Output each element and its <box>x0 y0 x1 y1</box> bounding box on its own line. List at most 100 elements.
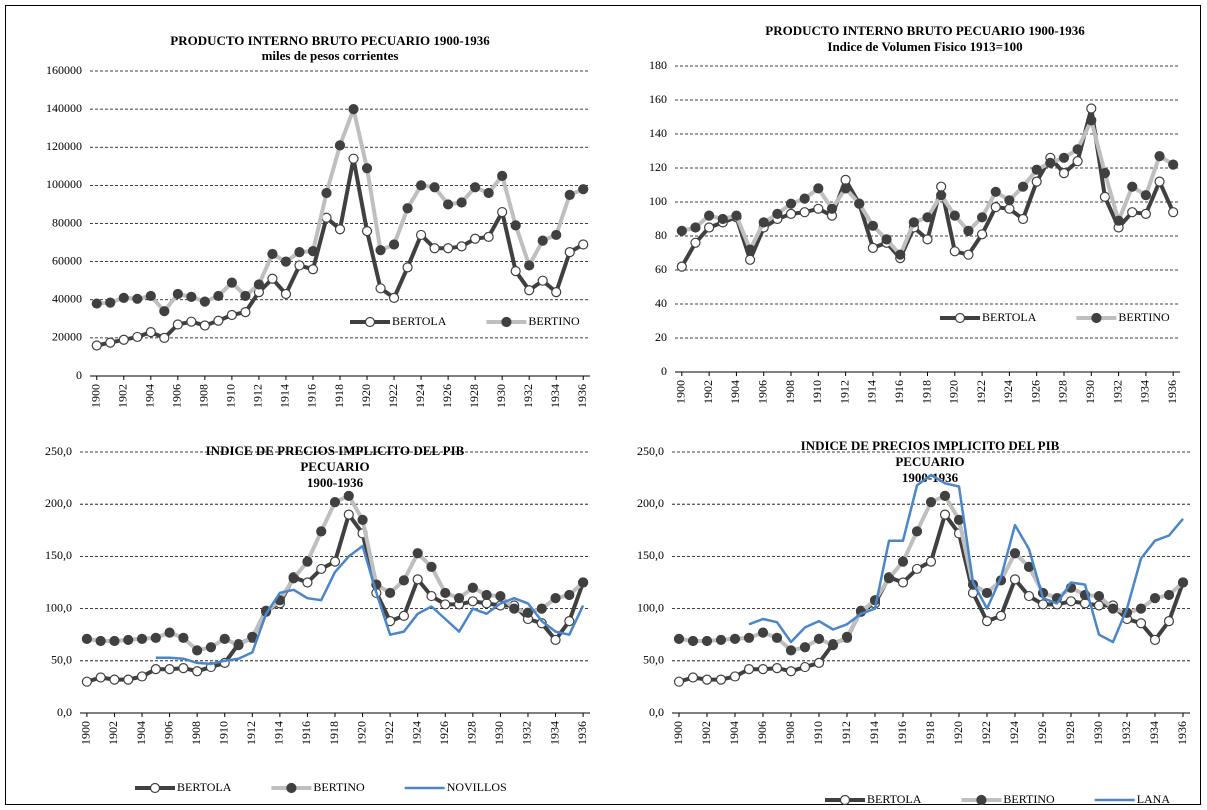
x-tick-label: 1908 <box>783 721 797 745</box>
point-marker <box>1004 195 1015 206</box>
point-marker <box>1058 168 1070 179</box>
y-tick-label: 120 <box>649 160 667 174</box>
x-tick-label: 1930 <box>1091 721 1105 745</box>
point-marker <box>253 279 265 290</box>
point-marker <box>1163 616 1175 627</box>
point-marker <box>550 634 561 646</box>
point-marker <box>1177 577 1189 588</box>
point-marker <box>995 610 1007 622</box>
point-marker <box>1140 208 1151 219</box>
x-tick-label: 1914 <box>278 384 292 408</box>
point-marker <box>1113 215 1124 226</box>
point-marker <box>470 182 481 193</box>
point-marker <box>497 170 508 181</box>
legend-label: BERTOLA <box>982 310 1037 324</box>
point-marker <box>908 217 919 228</box>
x-tick-label: 1920 <box>951 721 965 745</box>
x-tick-label: 1934 <box>547 721 561 745</box>
x-tick-label: 1904 <box>143 384 157 408</box>
y-tick-label: 20 <box>655 330 667 344</box>
x-tick-label: 1922 <box>974 380 988 404</box>
y-tick-label: 0,0 <box>57 705 72 719</box>
point-marker <box>771 663 783 674</box>
point-marker <box>267 248 278 260</box>
point-marker <box>178 663 189 674</box>
point-marker <box>467 596 478 607</box>
point-marker <box>1099 168 1111 179</box>
point-marker <box>1031 164 1042 175</box>
point-marker <box>199 296 210 307</box>
point-marker <box>321 187 332 199</box>
point-marker <box>922 234 933 245</box>
x-tick-label: 1914 <box>867 721 881 745</box>
point-marker <box>551 229 562 241</box>
point-marker <box>676 261 687 272</box>
point-marker <box>827 640 839 651</box>
point-marker <box>785 645 797 656</box>
point-marker <box>226 277 237 288</box>
point-marker <box>701 674 713 685</box>
y-tick-label: 0 <box>661 364 667 378</box>
x-tick-label: 1922 <box>979 721 993 745</box>
x-tick-label: 1934 <box>1138 380 1152 404</box>
x-tick-label: 1932 <box>1119 721 1133 745</box>
y-tick-label: 100 <box>649 194 667 208</box>
x-tick-label: 1924 <box>413 384 427 408</box>
point-marker <box>136 671 148 682</box>
point-marker <box>785 666 797 677</box>
chart-title: PECUARIO <box>300 459 369 474</box>
point-marker <box>976 229 988 240</box>
point-marker <box>673 633 685 644</box>
point-marker <box>178 632 189 643</box>
legend-marker <box>364 316 376 328</box>
point-marker <box>334 140 346 151</box>
point-marker <box>172 288 183 300</box>
point-marker <box>307 264 319 275</box>
point-marker <box>715 674 727 685</box>
x-tick-label: 1930 <box>494 384 508 408</box>
point-marker <box>240 307 251 318</box>
point-marker <box>398 575 410 586</box>
point-marker <box>1072 144 1083 155</box>
x-tick-label: 1926 <box>1035 721 1049 745</box>
point-marker <box>1168 159 1179 170</box>
point-marker <box>467 582 478 593</box>
legend-label: BERTOLA <box>867 792 922 806</box>
point-marker <box>205 642 217 653</box>
point-marker <box>690 222 701 233</box>
point-marker <box>911 526 923 537</box>
point-marker <box>109 635 120 647</box>
x-tick-label: 1928 <box>465 721 479 745</box>
point-marker <box>578 184 589 195</box>
point-marker <box>159 332 170 343</box>
point-marker <box>840 174 851 185</box>
point-marker <box>192 666 203 677</box>
point-marker <box>1154 151 1165 162</box>
point-marker <box>1093 590 1105 602</box>
point-marker <box>939 509 951 520</box>
point-marker <box>744 254 756 265</box>
point-marker <box>537 235 548 246</box>
point-marker <box>95 635 106 647</box>
point-marker <box>564 189 575 201</box>
point-marker <box>1009 548 1021 559</box>
x-tick-label: 1916 <box>299 721 313 745</box>
series-line <box>748 473 1184 644</box>
x-tick-label: 1912 <box>251 384 265 408</box>
point-marker <box>799 207 810 218</box>
point-marker <box>813 657 825 668</box>
point-marker <box>453 593 465 604</box>
legend-label: BERTINO <box>528 314 580 328</box>
x-tick-label: 1918 <box>332 384 346 408</box>
point-marker <box>497 206 508 218</box>
point-marker <box>1140 190 1151 201</box>
x-tick-label: 1918 <box>327 721 341 745</box>
point-marker <box>673 676 685 687</box>
x-tick-label: 1912 <box>839 721 853 745</box>
point-marker <box>1004 203 1015 214</box>
x-tick-label: 1906 <box>755 721 769 745</box>
point-marker <box>1168 207 1179 218</box>
point-marker <box>743 664 755 675</box>
x-tick-label: 1906 <box>170 384 184 408</box>
point-marker <box>731 210 742 221</box>
